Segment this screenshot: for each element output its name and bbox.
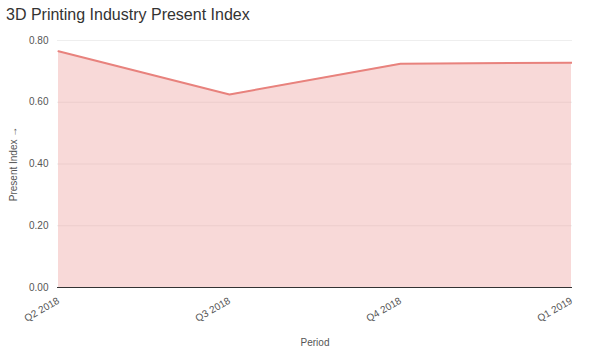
svg-text:0.20: 0.20 [29,220,49,231]
svg-text:0.00: 0.00 [29,282,49,293]
svg-text:Q2 2018: Q2 2018 [22,295,61,324]
svg-text:Q3 2018: Q3 2018 [193,295,232,324]
svg-text:Present Index →: Present Index → [8,127,19,201]
svg-text:0.40: 0.40 [29,158,49,169]
svg-text:0.80: 0.80 [29,35,49,46]
svg-text:Q1 2019: Q1 2019 [535,295,574,324]
html-text:3D Printing Industry Present I: 3D Printing Industry Present Index [6,6,250,23]
svg-text:Q4 2018: Q4 2018 [364,295,403,324]
svg-text:0.60: 0.60 [29,96,49,107]
svg-text:Period: Period [301,337,330,348]
